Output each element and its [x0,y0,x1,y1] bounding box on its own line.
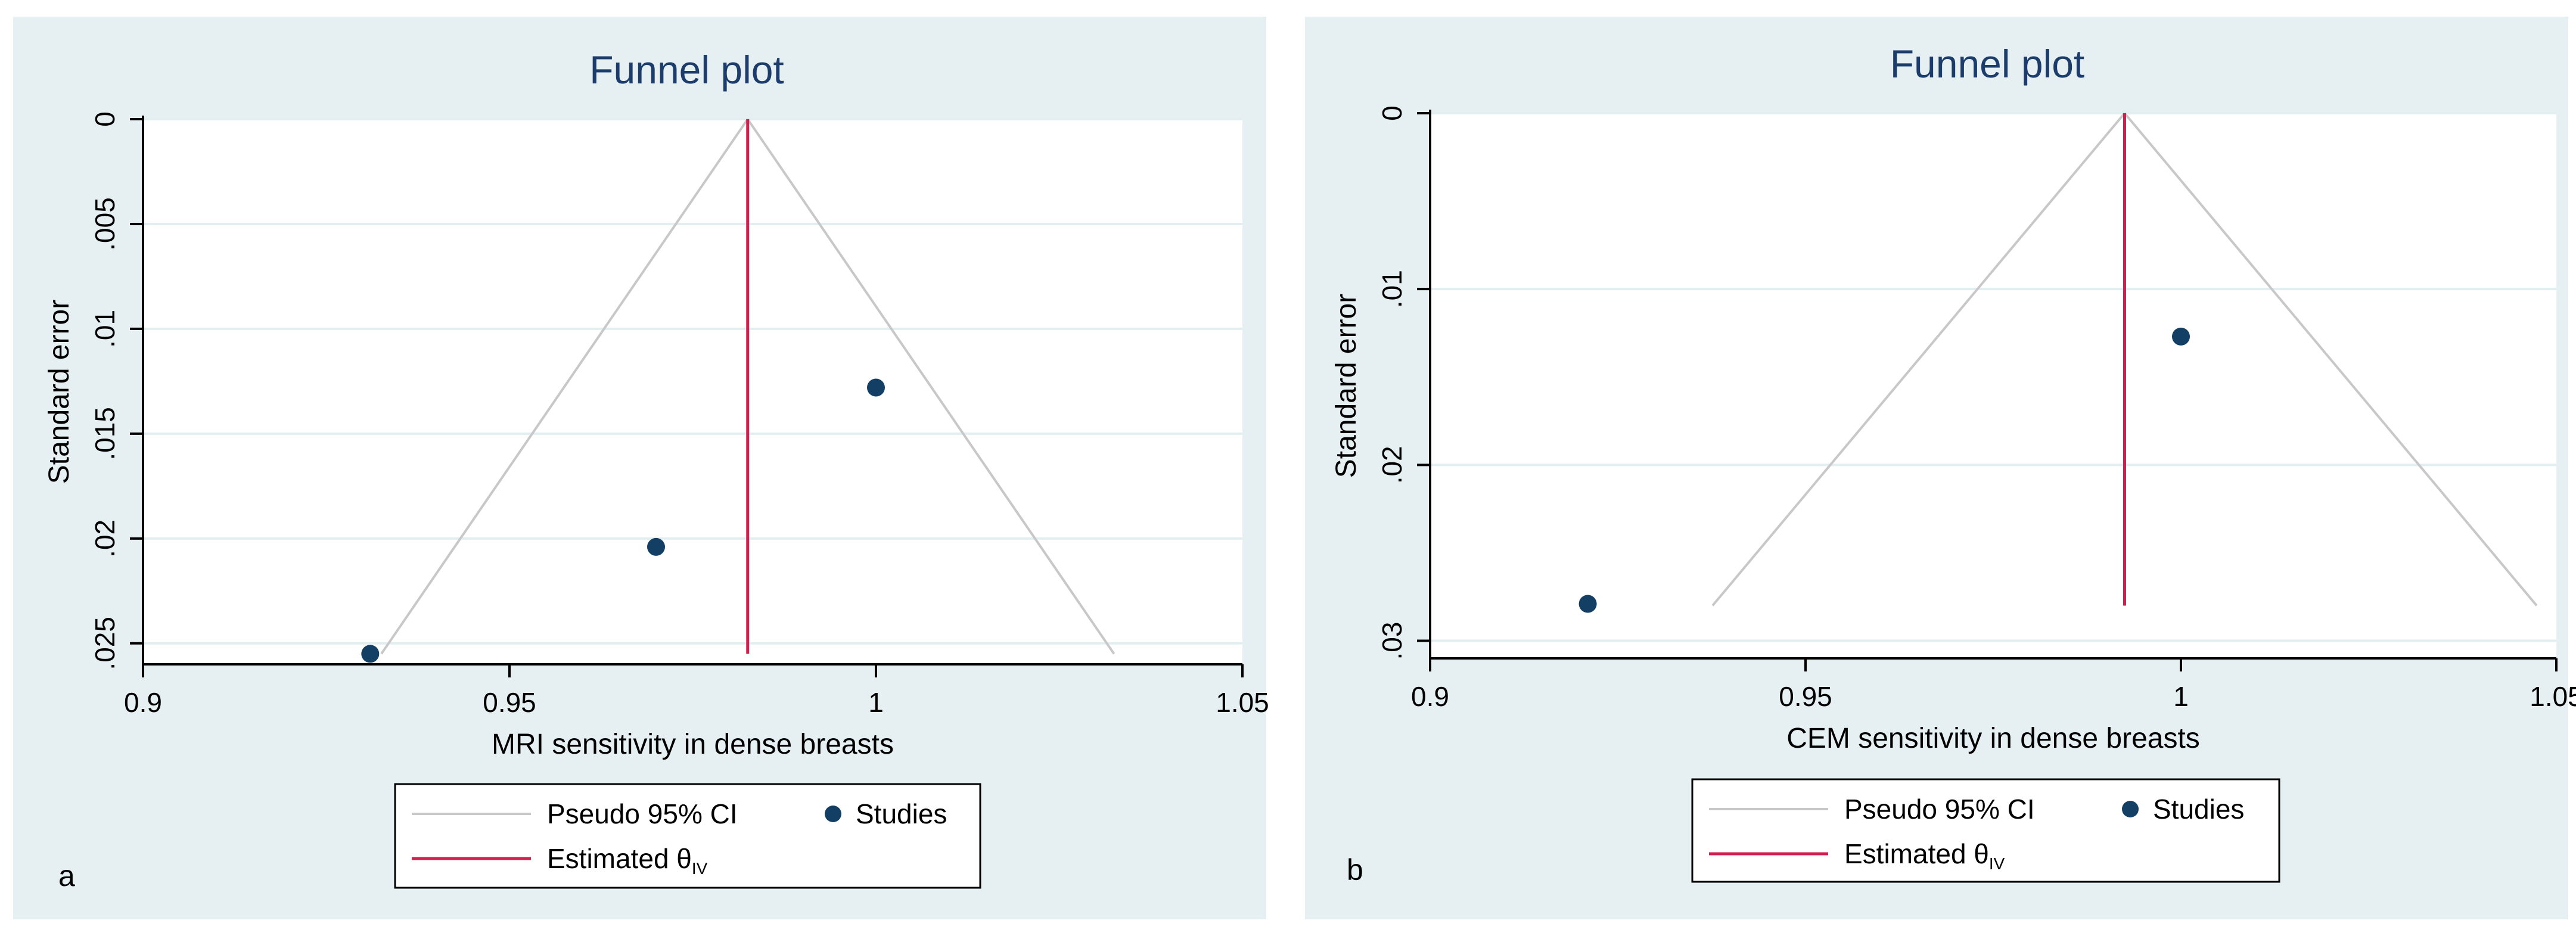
pseudo-ci-right-line [2123,112,2538,607]
funnel-plot-panel-b: 0 .01 .02 .030.9 0.95 1 1.05 CEM sensitivity in… [1305,17,2576,919]
plot-area [1430,113,2556,658]
chart-title: Funnel plot [589,48,784,92]
legend-estimate-subscript: IV [692,859,708,878]
legend: Pseudo 95% CI Studies Estimated θIV [394,783,981,889]
x-tick-label: 0.9 [124,687,162,718]
panel-label: b [1347,853,1363,887]
x-tick-label: 0.95 [1779,681,1832,712]
legend-ci-label: Pseudo 95% CI [547,798,738,829]
y-tick-label: .01 [1376,270,1407,308]
x-tick-label: 0.9 [1411,681,1449,712]
y-tick-label: .02 [89,520,120,558]
y-tick-label: 0 [1376,105,1407,121]
panel-label: a [58,859,75,893]
pseudo-ci-left-line [1711,112,2126,607]
study-point-1 [1578,595,1597,613]
legend-estimate-label: Estimated θIV [547,843,708,878]
y-tick-label: .025 [89,617,120,670]
x-tick-label: 1 [868,687,884,718]
x-tick-label: 1.05 [2530,681,2576,712]
legend: Pseudo 95% CI Studies Estimated θIV [1691,778,2280,883]
y-tick-label: .005 [89,197,120,251]
study-point-2 [2172,327,2190,346]
y-tick-label: 0 [89,111,120,127]
chart-title: Funnel plot [1890,42,2085,86]
legend-studies-marker [825,806,841,822]
x-tick-label: 1 [2173,681,2189,712]
legend-ci-label: Pseudo 95% CI [1844,794,2035,825]
legend-studies-marker [2122,801,2139,817]
legend-estimate-subscript: IV [1989,854,2005,873]
y-axis-title: Standard error [43,300,75,484]
x-tick-label: 1.05 [1216,687,1269,718]
legend-box [1691,778,2280,883]
y-axis-title: Standard error [1331,294,1362,478]
pseudo-ci-left-line [380,118,749,655]
legend-studies-label: Studies [856,798,947,829]
y-tick-label: .03 [1376,622,1407,660]
y-tick-label: .02 [1376,446,1407,484]
y-tick-label: .015 [89,407,120,461]
study-point-3 [867,378,885,397]
legend-studies-label: Studies [2153,794,2244,825]
x-axis-title: CEM sensitivity in dense breasts [1786,723,2200,754]
x-axis-title: MRI sensitivity in dense breasts [492,729,894,760]
x-tick-label: 0.95 [483,687,536,718]
legend-box [394,783,981,889]
pseudo-ci-right-line [747,118,1115,655]
y-tick-label: .01 [89,310,120,348]
study-point-2 [647,537,665,556]
study-point-1 [361,645,380,663]
legend-estimate-label: Estimated θIV [1844,838,2005,873]
